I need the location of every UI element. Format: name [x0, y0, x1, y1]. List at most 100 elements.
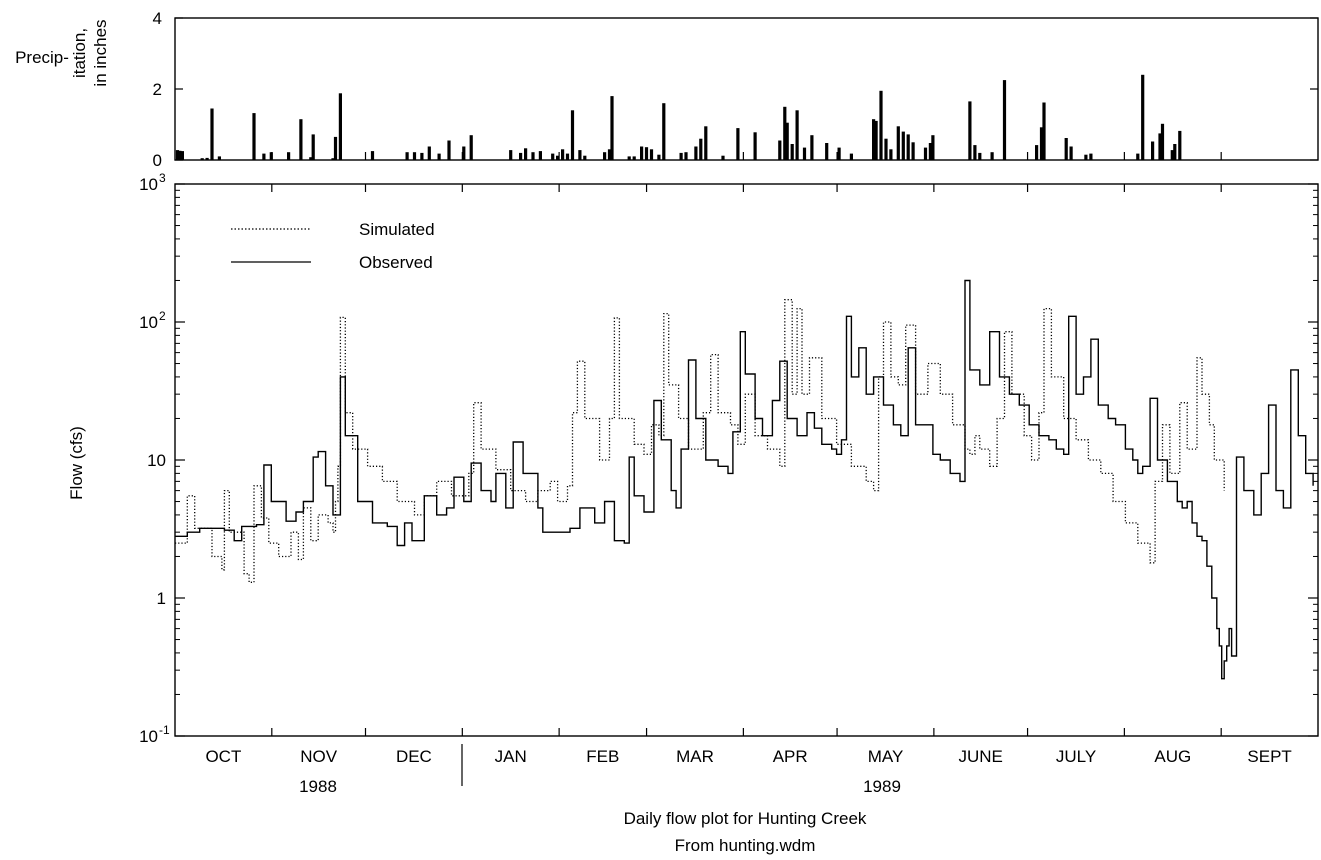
precip-bar	[338, 93, 342, 160]
precip-y-tick-label: 0	[153, 151, 162, 170]
precip-bar	[1158, 133, 1162, 160]
precip-bar	[437, 153, 441, 160]
precip-bar	[699, 138, 703, 160]
precip-bar	[538, 151, 542, 160]
series-line-observed	[175, 279, 1314, 680]
precip-bar	[1002, 80, 1007, 160]
precip-bar	[721, 155, 725, 160]
precip-bar	[551, 153, 555, 160]
precip-bar	[252, 113, 256, 160]
precip-bar	[694, 146, 698, 160]
year-label-1989: 1989	[863, 777, 901, 796]
flow-y-tick-label: 10	[147, 451, 166, 470]
precip-bar	[447, 140, 451, 160]
flow-y-tick-label: 1	[157, 589, 166, 608]
precip-bar	[210, 108, 214, 160]
precip-bar	[556, 155, 560, 160]
precip-bar	[1035, 145, 1039, 160]
precip-bar	[911, 142, 915, 161]
month-label: SEPT	[1247, 747, 1291, 766]
precip-bar	[736, 128, 740, 160]
precip-bar	[333, 136, 338, 160]
precip-bar	[607, 149, 612, 160]
month-label: JULY	[1056, 747, 1096, 766]
month-label: AUG	[1154, 747, 1191, 766]
precip-bar	[578, 150, 582, 160]
precip-bar	[175, 150, 180, 160]
flow-y-tick-label: 10	[139, 727, 158, 746]
precip-bar	[879, 90, 883, 160]
precip-ylabel-line-2: itation,	[70, 28, 89, 78]
precip-bar	[420, 152, 424, 160]
precip-bar	[1151, 141, 1155, 160]
precip-y-tick-label: 4	[153, 9, 162, 28]
precip-bar	[753, 132, 757, 160]
precip-bar	[570, 110, 575, 160]
precip-bar	[262, 153, 266, 160]
precip-bar	[627, 156, 631, 160]
precip-bar	[931, 135, 935, 160]
flow-y-tick-label: 10	[139, 175, 158, 194]
precip-bar	[311, 134, 315, 160]
precip-bar	[524, 148, 528, 160]
precip-bar	[778, 140, 782, 160]
month-label: NOV	[300, 747, 338, 766]
precip-bar	[1170, 150, 1174, 160]
precip-bar	[849, 153, 853, 160]
precip-bar	[610, 96, 614, 160]
precip-bar	[299, 119, 303, 160]
precip-bar	[217, 156, 221, 160]
flow-y-tick-label: 10	[139, 313, 158, 332]
precip-bar	[462, 146, 466, 160]
precip-bar	[802, 147, 807, 160]
precip-bar	[657, 154, 661, 160]
precip-bar	[1173, 144, 1177, 160]
month-label: OCT	[205, 747, 241, 766]
precip-bar	[603, 152, 607, 160]
flow-ylabel: Flow (cfs)	[67, 426, 86, 500]
precip-bar	[565, 153, 570, 160]
month-label: MAR	[676, 747, 714, 766]
precip-x-ticks	[271, 152, 1222, 160]
precip-bar	[978, 152, 982, 160]
precip-bar	[561, 149, 565, 160]
precip-bar	[906, 134, 910, 160]
precip-bar	[968, 101, 972, 160]
precip-bar	[783, 106, 787, 161]
month-label: FEB	[586, 747, 619, 766]
series-line-simulated	[175, 299, 1225, 583]
precip-bar	[679, 152, 683, 160]
month-label: APR	[773, 747, 808, 766]
precip-bar	[200, 158, 204, 160]
precip-bar	[180, 151, 184, 160]
precip-bar	[901, 131, 905, 160]
month-label: JUNE	[958, 747, 1002, 766]
precip-bar	[509, 150, 513, 160]
precip-bar	[583, 155, 587, 160]
precip-panel: 0 2 4 Precip- itation, in inches	[15, 9, 1319, 170]
precip-bar	[1069, 146, 1073, 160]
precip-bar	[973, 145, 977, 160]
legend: Simulated Observed	[231, 220, 435, 272]
precip-bars	[175, 74, 1182, 161]
year-label-1988: 1988	[299, 777, 337, 796]
month-label: JAN	[495, 747, 527, 766]
precip-bar	[1141, 74, 1145, 160]
precip-bar	[990, 152, 994, 160]
flow-series	[175, 279, 1314, 680]
month-label: MAY	[868, 747, 904, 766]
caption-line-1: Daily flow plot for Hunting Creek	[624, 809, 867, 828]
precip-bar	[632, 156, 636, 160]
precip-bar	[1039, 127, 1044, 160]
precip-bar	[825, 143, 829, 160]
precip-bar	[790, 144, 794, 160]
precip-bar	[405, 152, 409, 160]
precip-bar	[640, 146, 644, 160]
caption-line-2: From hunting.wdm	[675, 836, 816, 855]
precip-bar	[1136, 153, 1140, 160]
month-label: DEC	[396, 747, 432, 766]
precip-bar	[795, 110, 799, 160]
precip-bar	[662, 103, 666, 160]
